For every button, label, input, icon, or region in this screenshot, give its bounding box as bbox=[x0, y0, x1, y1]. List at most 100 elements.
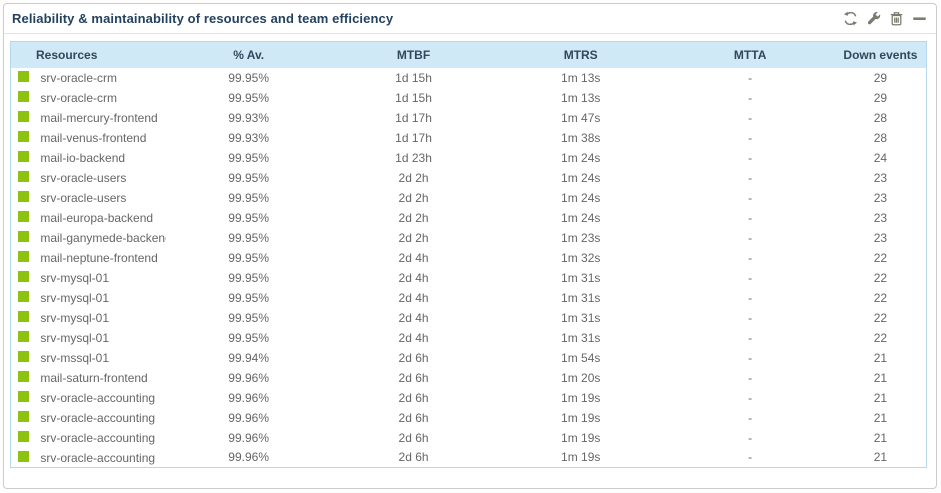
down-events-value: 24 bbox=[834, 147, 927, 168]
mtbf-value: 2d 6h bbox=[331, 387, 496, 408]
reliability-panel: Reliability & maintainability of resourc… bbox=[3, 3, 937, 489]
status-ok-icon bbox=[18, 311, 29, 323]
mtrs-value: 1m 19s bbox=[495, 387, 666, 408]
status-ok-icon bbox=[18, 71, 29, 83]
mtta-value: - bbox=[665, 347, 835, 368]
down-events-value: 28 bbox=[834, 107, 927, 128]
mtta-value: - bbox=[665, 107, 835, 128]
down-events-value: 21 bbox=[834, 447, 927, 468]
mtrs-value: 1m 31s bbox=[495, 267, 666, 288]
table-row: mail-io-backend 99.95% 1d 23h 1m 24s - 2… bbox=[10, 147, 927, 168]
resource-name: srv-oracle-accounting bbox=[40, 390, 156, 405]
status-ok-icon bbox=[18, 431, 29, 443]
status-ok-icon bbox=[18, 450, 29, 462]
mtta-value: - bbox=[665, 247, 835, 268]
resource-name: mail-mercury-frontend bbox=[40, 110, 158, 125]
mtrs-value: 1m 19s bbox=[495, 427, 666, 448]
mtbf-value: 2d 2h bbox=[331, 187, 496, 208]
mtrs-value: 1m 54s bbox=[495, 347, 666, 368]
table-row: mail-venus-frontend 99.93% 1d 17h 1m 38s… bbox=[10, 127, 927, 148]
down-events-value: 22 bbox=[834, 327, 927, 348]
resource-name: mail-neptune-frontend bbox=[40, 250, 158, 265]
down-events-value: 21 bbox=[834, 387, 927, 408]
status-ok-icon bbox=[18, 271, 29, 283]
status-ok-icon bbox=[18, 151, 29, 163]
mtrs-value: 1m 19s bbox=[495, 447, 666, 468]
down-events-value: 28 bbox=[834, 127, 927, 148]
down-events-value: 29 bbox=[834, 87, 927, 108]
resource-name: mail-europa-backend bbox=[40, 210, 154, 225]
availability-value: 99.95% bbox=[166, 327, 332, 348]
refresh-icon[interactable] bbox=[842, 11, 858, 27]
mtrs-value: 1m 32s bbox=[495, 247, 666, 268]
mtta-value: - bbox=[665, 287, 835, 308]
down-events-value: 22 bbox=[834, 307, 927, 328]
status-ok-icon bbox=[18, 351, 29, 363]
resource-name: srv-mysql-01 bbox=[40, 310, 110, 325]
resource-name: srv-mysql-01 bbox=[40, 330, 110, 345]
panel-header: Reliability & maintainability of resourc… bbox=[4, 4, 936, 34]
availability-value: 99.93% bbox=[166, 107, 332, 128]
resource-name: srv-mssql-01 bbox=[40, 350, 110, 365]
availability-value: 99.95% bbox=[166, 87, 332, 108]
table-row: mail-europa-backend 99.95% 2d 2h 1m 24s … bbox=[10, 207, 927, 228]
mtrs-value: 1m 24s bbox=[495, 167, 666, 188]
mtrs-value: 1m 24s bbox=[495, 207, 666, 228]
status-ok-icon bbox=[18, 171, 29, 183]
status-ok-icon bbox=[18, 111, 29, 123]
resource-name: srv-oracle-accounting bbox=[40, 410, 156, 425]
table-row: mail-ganymede-backend 99.95% 2d 2h 1m 23… bbox=[10, 227, 927, 248]
down-events-value: 21 bbox=[834, 407, 927, 428]
mtta-value: - bbox=[665, 147, 835, 168]
mtbf-value: 2d 6h bbox=[331, 447, 496, 468]
table-header-row: Resources % Av. MTBF MTRS MTTA Down even… bbox=[10, 41, 927, 68]
mtbf-value: 2d 2h bbox=[331, 227, 496, 248]
status-ok-icon bbox=[18, 291, 29, 303]
mtbf-value: 1d 15h bbox=[331, 67, 496, 88]
wrench-icon[interactable] bbox=[865, 11, 881, 27]
down-events-value: 22 bbox=[834, 267, 927, 288]
table-row: srv-oracle-crm 99.95% 1d 15h 1m 13s - 29 bbox=[10, 67, 927, 88]
mtta-value: - bbox=[665, 207, 835, 228]
availability-value: 99.95% bbox=[166, 207, 332, 228]
table-row: srv-oracle-crm 99.95% 1d 15h 1m 13s - 29 bbox=[10, 87, 927, 108]
availability-value: 99.95% bbox=[166, 67, 332, 88]
status-ok-icon bbox=[18, 371, 29, 383]
status-ok-icon bbox=[18, 331, 29, 343]
mtbf-value: 1d 17h bbox=[331, 107, 496, 128]
availability-value: 99.96% bbox=[166, 427, 332, 448]
mtrs-value: 1m 13s bbox=[495, 87, 666, 108]
down-events-value: 21 bbox=[834, 427, 927, 448]
mtbf-value: 2d 2h bbox=[331, 167, 496, 188]
column-header-mtrs[interactable]: MTRS bbox=[495, 41, 666, 68]
column-header-down-events[interactable]: Down events bbox=[834, 41, 927, 68]
mtrs-value: 1m 13s bbox=[495, 67, 666, 88]
availability-value: 99.94% bbox=[166, 347, 332, 368]
mtrs-value: 1m 31s bbox=[495, 327, 666, 348]
table-row: srv-oracle-accounting 99.96% 2d 6h 1m 19… bbox=[10, 427, 927, 448]
status-ok-icon bbox=[18, 411, 29, 423]
resource-name: mail-ganymede-backend bbox=[40, 230, 167, 245]
status-ok-icon bbox=[18, 391, 29, 403]
down-events-value: 29 bbox=[834, 67, 927, 88]
table-row: srv-oracle-accounting 99.96% 2d 6h 1m 19… bbox=[10, 387, 927, 408]
availability-value: 99.95% bbox=[166, 187, 332, 208]
trash-icon[interactable] bbox=[888, 11, 904, 27]
mtrs-value: 1m 19s bbox=[495, 407, 666, 428]
minus-icon[interactable] bbox=[911, 11, 927, 27]
mtrs-value: 1m 47s bbox=[495, 107, 666, 128]
column-header-mtbf[interactable]: MTBF bbox=[331, 41, 496, 68]
table-row: mail-neptune-frontend 99.95% 2d 4h 1m 32… bbox=[10, 247, 927, 268]
mtbf-value: 2d 4h bbox=[331, 247, 496, 268]
column-header-mtta[interactable]: MTTA bbox=[665, 41, 835, 68]
mtrs-value: 1m 38s bbox=[495, 127, 666, 148]
mtta-value: - bbox=[665, 167, 835, 188]
mtta-value: - bbox=[665, 327, 835, 348]
down-events-value: 22 bbox=[834, 247, 927, 268]
status-ok-icon bbox=[18, 231, 29, 243]
column-header-resources[interactable]: Resources bbox=[10, 41, 167, 68]
column-header-availability[interactable]: % Av. bbox=[166, 41, 332, 68]
down-events-value: 21 bbox=[834, 367, 927, 388]
down-events-value: 23 bbox=[834, 167, 927, 188]
mtta-value: - bbox=[665, 387, 835, 408]
